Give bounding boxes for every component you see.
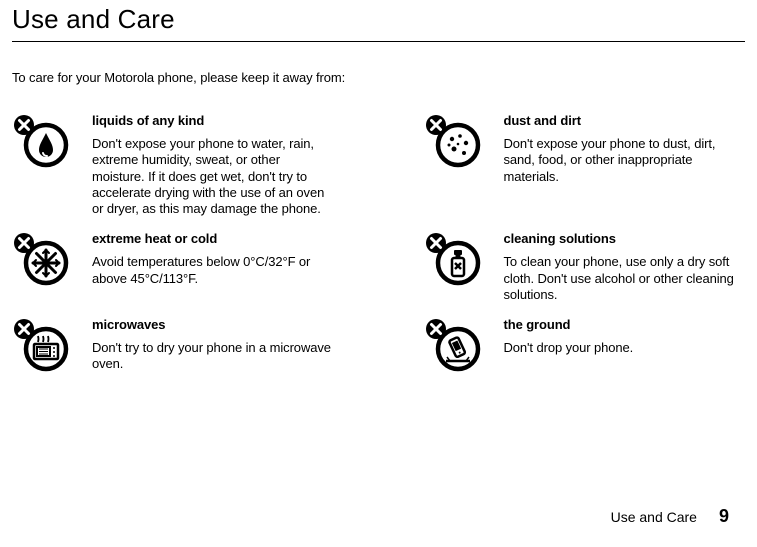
page-footer: Use and Care 9: [611, 506, 729, 527]
care-item-heat-cold: extreme heat or cold Avoid temperatures …: [12, 231, 334, 303]
care-item-liquids: liquids of any kind Don't expose your ph…: [12, 113, 334, 217]
care-text: extreme heat or cold Avoid temperatures …: [92, 231, 334, 287]
page-number: 9: [719, 506, 729, 527]
care-body: Don't expose your phone to water, rain, …: [92, 136, 334, 217]
care-heading: microwaves: [92, 317, 334, 332]
cleaning-icon: [424, 231, 486, 287]
care-item-dust: dust and dirt Don't expose your phone to…: [424, 113, 746, 217]
care-item-microwave: microwaves Don't try to dry your phone i…: [12, 317, 334, 373]
care-text: cleaning solutions To clean your phone, …: [504, 231, 746, 303]
care-grid: liquids of any kind Don't expose your ph…: [12, 113, 745, 373]
care-item-cleaning: cleaning solutions To clean your phone, …: [424, 231, 746, 303]
care-heading: the ground: [504, 317, 746, 332]
liquids-icon: [12, 113, 74, 169]
footer-label: Use and Care: [611, 509, 697, 525]
care-body: Don't drop your phone.: [504, 340, 746, 356]
care-text: liquids of any kind Don't expose your ph…: [92, 113, 334, 217]
care-item-ground: the ground Don't drop your phone.: [424, 317, 746, 373]
care-body: Avoid temperatures below 0°C/32°F or abo…: [92, 254, 334, 287]
care-text: dust and dirt Don't expose your phone to…: [504, 113, 746, 185]
care-heading: liquids of any kind: [92, 113, 334, 128]
care-heading: dust and dirt: [504, 113, 746, 128]
ground-icon: [424, 317, 486, 373]
care-text: microwaves Don't try to dry your phone i…: [92, 317, 334, 373]
care-body: Don't try to dry your phone in a microwa…: [92, 340, 334, 373]
care-body: To clean your phone, use only a dry soft…: [504, 254, 746, 303]
dust-icon: [424, 113, 486, 169]
intro-text: To care for your Motorola phone, please …: [12, 70, 745, 85]
microwave-icon: [12, 317, 74, 373]
care-heading: extreme heat or cold: [92, 231, 334, 246]
care-text: the ground Don't drop your phone.: [504, 317, 746, 356]
care-heading: cleaning solutions: [504, 231, 746, 246]
page: Use and Care To care for your Motorola p…: [0, 0, 757, 373]
heat-cold-icon: [12, 231, 74, 287]
care-body: Don't expose your phone to dust, dirt, s…: [504, 136, 746, 185]
page-title: Use and Care: [12, 0, 745, 42]
